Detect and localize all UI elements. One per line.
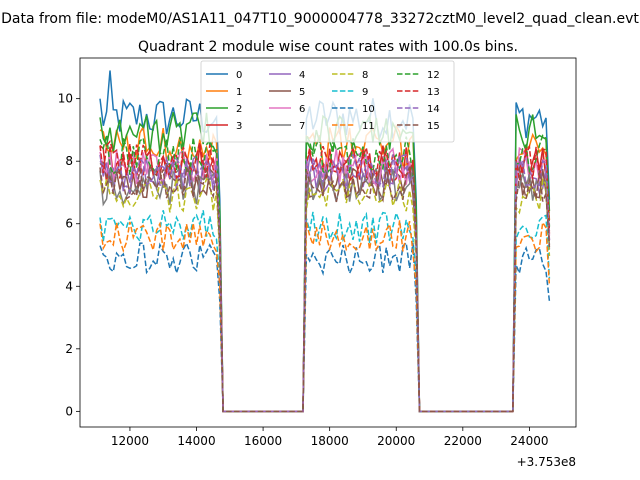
x-tick-label: 20000 (377, 434, 415, 448)
x-tick-label: 14000 (177, 434, 215, 448)
legend-label-14: 14 (427, 104, 440, 115)
x-tick-label: 16000 (244, 434, 282, 448)
legend-label-5: 5 (299, 87, 305, 98)
legend-box (200, 60, 455, 143)
legend-label-10: 10 (362, 104, 375, 115)
y-tick-label: 10 (58, 92, 73, 106)
y-tick-label: 6 (65, 217, 73, 231)
legend-label-12: 12 (427, 70, 440, 81)
x-tick-label: 12000 (111, 434, 149, 448)
x-offset-label: +3.753e8 (517, 455, 576, 469)
figure-suptitle: Data from file: modeM0/AS1A11_047T10_900… (1, 11, 639, 27)
axes-frame (79, 57, 577, 428)
legend-label-8: 8 (362, 70, 368, 81)
legend-label-4: 4 (299, 70, 305, 81)
y-tick-label: 2 (65, 342, 73, 356)
legend-label-13: 13 (427, 87, 440, 98)
legend-label-1: 1 (236, 87, 242, 98)
chart-title: Quadrant 2 module wise count rates with … (138, 39, 518, 55)
legend-label-11: 11 (362, 121, 375, 132)
y-tick-label: 8 (65, 154, 73, 168)
x-tick-label: 22000 (444, 434, 482, 448)
series-layer (99, 70, 551, 413)
y-tick-label: 0 (65, 404, 73, 418)
x-tick-label: 18000 (311, 434, 349, 448)
legend-label-15: 15 (427, 121, 440, 132)
x-tick-label: 24000 (510, 434, 548, 448)
series-line-15 (99, 165, 551, 413)
y-tick-label: 4 (65, 279, 73, 293)
legend-label-9: 9 (362, 87, 368, 98)
legend-label-2: 2 (236, 104, 242, 115)
legend-label-7: 7 (299, 121, 305, 132)
legend-label-0: 0 (236, 70, 242, 81)
y-axis: 0 2 4 6 8 10 (58, 92, 80, 418)
series-line-8 (99, 176, 551, 413)
x-axis: 12000 14000 16000 18000 20000 22000 24000 (111, 427, 548, 448)
legend-label-3: 3 (236, 121, 242, 132)
legend-label-6: 6 (299, 104, 305, 115)
